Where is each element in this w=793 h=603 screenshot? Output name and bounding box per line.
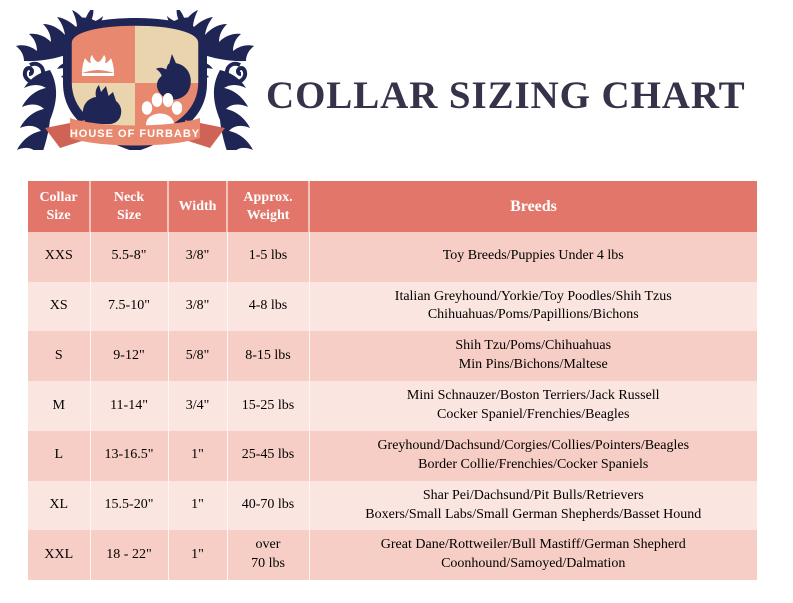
svg-text:HOUSE OF FURBABY: HOUSE OF FURBABY: [70, 128, 200, 140]
